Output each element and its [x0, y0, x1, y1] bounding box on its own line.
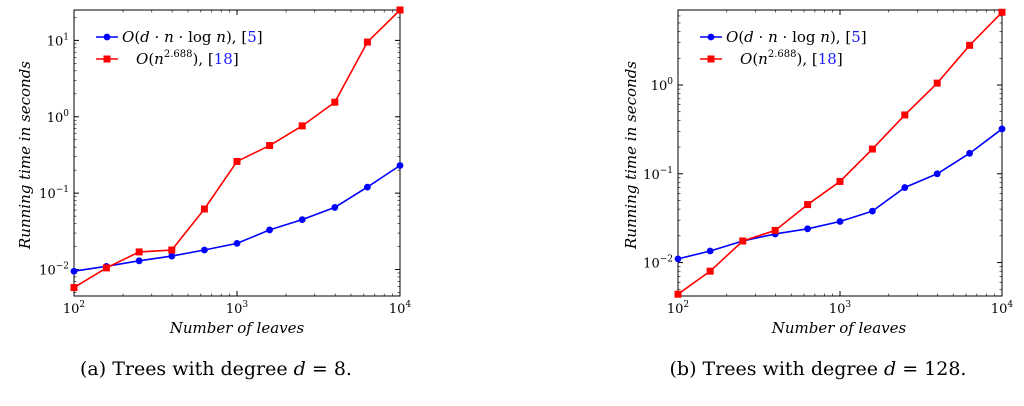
data-point [836, 177, 844, 185]
data-point [998, 8, 1006, 16]
y-tick-label: 101 [47, 32, 69, 49]
data-point [102, 264, 110, 272]
data-point [869, 207, 876, 215]
series-blue [70, 162, 404, 275]
data-point [901, 184, 909, 191]
y-tick-label: 10−1 [39, 185, 69, 202]
caption-b: (b) Trees with degree d = 128. [670, 358, 967, 380]
data-point [933, 79, 941, 87]
data-point [331, 204, 339, 211]
y-tick-label: 10−1 [643, 166, 673, 183]
data-point [933, 170, 941, 178]
legend-marker-square [103, 55, 111, 63]
series-line [677, 128, 1003, 260]
legend-label-red: O(n2.688), [18] [740, 49, 843, 68]
minor-ticks [678, 10, 1002, 296]
legend-marker-circle [707, 33, 715, 41]
data-point [70, 267, 78, 275]
x-tick-label: 104 [991, 300, 1014, 317]
data-point [168, 246, 176, 254]
axes: 102 103 104 10−2 10−1 100 101 [39, 9, 412, 317]
data-point [168, 252, 176, 260]
data-point [836, 218, 844, 225]
data-point [739, 237, 747, 245]
x-tick-label: 103 [226, 300, 249, 317]
data-point [233, 239, 241, 247]
data-point [771, 226, 779, 234]
data-point [804, 225, 812, 233]
data-point [901, 111, 909, 119]
legend-label-red: O(n2.688), [18] [136, 49, 239, 68]
data-point [396, 162, 404, 169]
y-axis-title: Running time in seconds [16, 61, 34, 250]
x-axis-title: Number of leaves [169, 319, 305, 337]
series-red [674, 8, 1006, 298]
legend-label-blue: O(d · n · log n), [5] [122, 28, 263, 46]
x-tick-label: 104 [389, 300, 412, 317]
data-point [70, 284, 78, 292]
major-ticks [73, 10, 401, 296]
series-line [73, 164, 401, 273]
data-point [364, 183, 371, 191]
data-point [200, 205, 208, 213]
legend-marker-square [707, 55, 715, 63]
data-point [363, 38, 371, 46]
legend: O(d · n · log n), [5] O(n2.688), [18] [90, 23, 263, 73]
x-axis-title: Number of leaves [771, 319, 907, 337]
legend-marker-circle [103, 33, 111, 41]
data-point [674, 290, 682, 298]
data-point [966, 41, 974, 49]
data-point [201, 246, 208, 254]
y-tick-label: 10−2 [643, 255, 673, 272]
chart-panel-a: Running time in seconds Number of leaves… [16, 6, 412, 337]
y-tick-label: 100 [651, 77, 674, 94]
caption-a: (a) Trees with degree d = 8. [80, 358, 352, 380]
data-point [706, 267, 714, 275]
axes: 102 103 104 10−2 10−1 100 [643, 9, 1014, 317]
legend-box [90, 23, 260, 73]
y-tick-label: 10−2 [39, 262, 69, 279]
y-tick-label: 100 [47, 109, 70, 126]
data-point [706, 247, 714, 255]
data-point [674, 255, 682, 263]
x-tick-label: 103 [829, 300, 852, 317]
data-point [868, 145, 876, 153]
data-point [298, 122, 306, 130]
data-point [266, 226, 274, 234]
data-point [233, 157, 241, 165]
data-point [135, 257, 143, 265]
legend-box [694, 23, 864, 73]
minor-ticks [74, 10, 400, 296]
x-tick-label: 102 [667, 300, 689, 317]
x-tick-label: 102 [63, 300, 85, 317]
series-red [70, 6, 404, 292]
data-point [298, 216, 306, 224]
series-blue [674, 125, 1006, 263]
data-point [396, 6, 404, 14]
data-point [331, 98, 339, 106]
data-point [804, 201, 812, 209]
legend: O(d · n · log n), [5] O(n2.688), [18] [694, 23, 867, 73]
data-point [266, 142, 274, 150]
data-point [966, 149, 974, 157]
chart-panel-b: Running time in seconds Number of leaves… [622, 8, 1014, 337]
data-point [998, 125, 1006, 133]
legend-label-blue: O(d · n · log n), [5] [726, 28, 867, 46]
y-axis-title: Running time in seconds [622, 61, 640, 250]
data-point [135, 248, 143, 256]
